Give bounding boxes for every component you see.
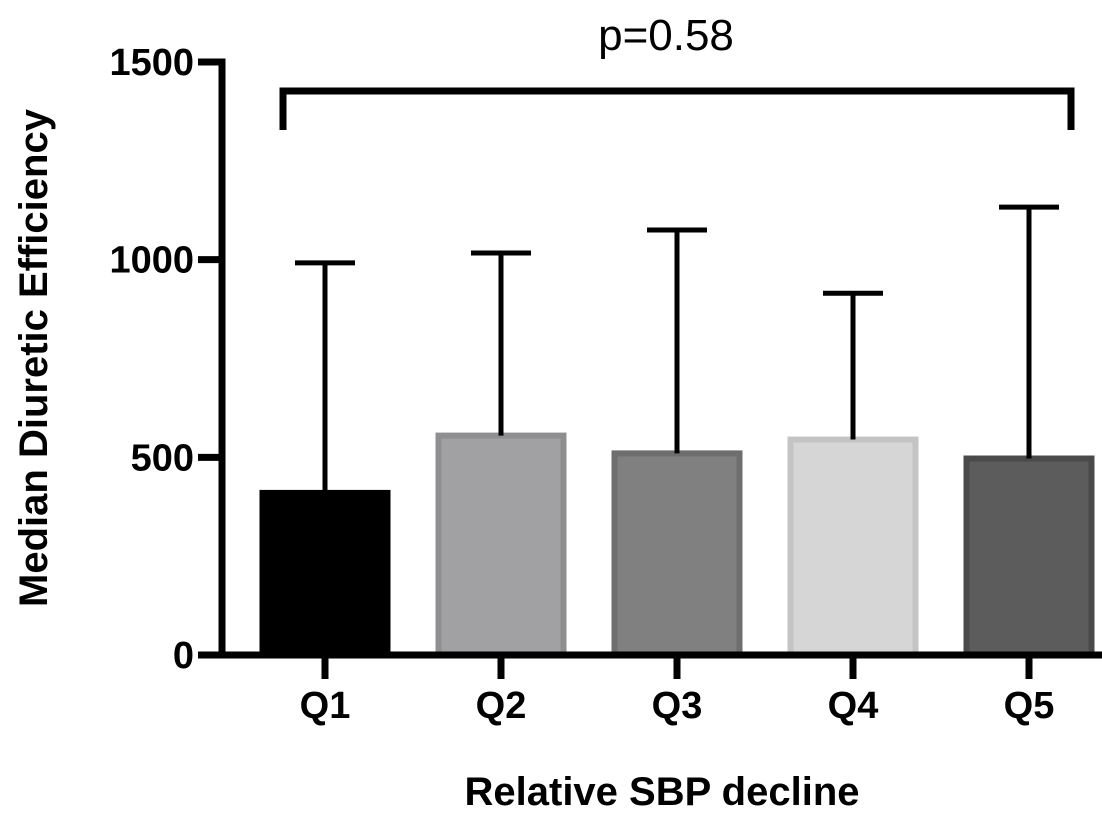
significance-bracket — [279, 87, 1075, 130]
y-axis-title: Median Diuretic Efficiency — [12, 108, 56, 607]
y-tick-label: 1000 — [109, 240, 194, 282]
x-tick-label: Q1 — [300, 685, 351, 727]
x-tick-label: Q4 — [828, 685, 879, 727]
bar-q5 — [963, 455, 1095, 659]
error-bars-group — [295, 204, 1059, 493]
bar-q4 — [787, 436, 919, 658]
x-tick-label: Q3 — [652, 685, 703, 727]
bar-q2 — [435, 432, 567, 658]
y-tick-label: 1500 — [109, 42, 194, 84]
x-axis-title: Relative SBP decline — [465, 770, 860, 813]
p-value-label: p=0.58 — [598, 11, 734, 60]
x-tick-label: Q5 — [1004, 685, 1055, 727]
x-tick-label: Q2 — [476, 685, 527, 727]
bar-q1 — [259, 489, 391, 658]
x-ticks-group: Q1 Q2 Q3 Q4 Q5 — [300, 655, 1055, 727]
bars-group — [259, 432, 1095, 659]
y-ticks-group: 0 500 1000 1500 — [109, 42, 222, 677]
significance-bracket-group: p=0.58 — [279, 11, 1075, 130]
axes-group — [218, 58, 1102, 659]
y-tick-label: 0 — [173, 635, 194, 677]
y-tick-label: 500 — [131, 437, 194, 479]
bar-q3 — [611, 450, 743, 658]
